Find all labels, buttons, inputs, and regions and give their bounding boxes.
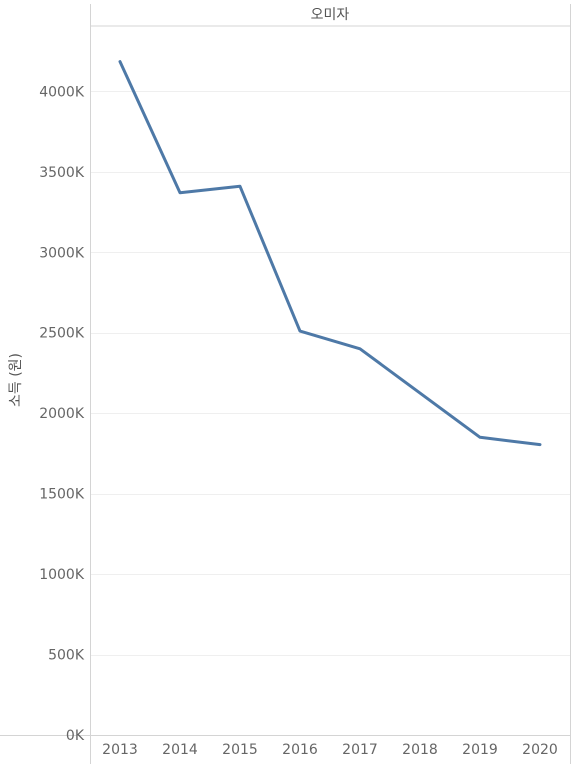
y-tick-label: 1500K <box>39 487 85 503</box>
y-tick-label: 500K <box>48 648 85 664</box>
y-axis-label: 소득 (원) <box>8 353 24 407</box>
data-point[interactable] <box>174 187 186 199</box>
x-tick-label: 2013 <box>102 742 138 758</box>
data-point[interactable] <box>534 439 546 451</box>
data-point[interactable] <box>414 387 426 399</box>
y-tick-label: 2000K <box>39 406 85 422</box>
x-tick-label: 2016 <box>282 742 318 758</box>
data-point[interactable] <box>294 325 306 337</box>
data-point[interactable] <box>474 431 486 443</box>
x-tick-label: 2017 <box>342 742 378 758</box>
x-tick-label: 2020 <box>522 742 558 758</box>
x-tick-label: 2015 <box>222 742 258 758</box>
y-tick-label: 2500K <box>39 326 85 342</box>
data-point[interactable] <box>354 343 366 355</box>
data-point[interactable] <box>114 56 126 68</box>
y-tick-label: 1000K <box>39 567 85 583</box>
panel-header: 오미자 <box>311 7 350 23</box>
x-tick-labels: 2013 2014 2015 2016 2017 2018 2019 2020 <box>102 742 558 758</box>
y-tick-label: 0K <box>66 728 85 744</box>
chart-frame <box>0 4 571 764</box>
x-tick-label: 2018 <box>402 742 438 758</box>
y-tick-labels: 0K 500K 1000K 1500K 2000K 2500K 3000K 3500K 4000… <box>39 84 85 744</box>
y-tick-label: 4000K <box>39 84 85 100</box>
x-tick-label: 2019 <box>462 742 498 758</box>
data-point[interactable] <box>234 180 246 192</box>
x-tick-label: 2014 <box>162 742 198 758</box>
gridlines <box>91 91 570 656</box>
y-tick-label: 3000K <box>39 245 85 261</box>
y-tick-label: 3500K <box>39 165 85 181</box>
series-line <box>118 60 542 447</box>
series-group <box>114 56 546 451</box>
